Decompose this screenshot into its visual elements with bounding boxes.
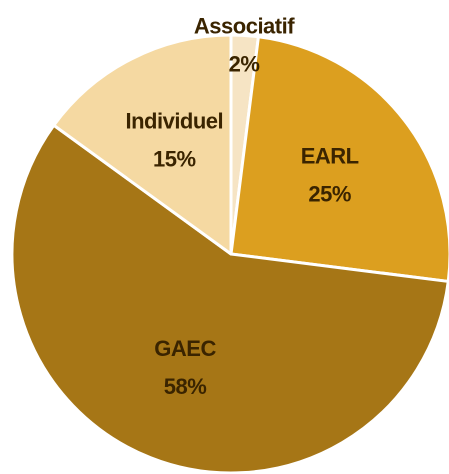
slice-label: GAEC (154, 336, 216, 361)
slice-value-label: 2% (229, 51, 260, 76)
pie-slice (229, 35, 449, 283)
slice-label: Associatif (194, 13, 295, 38)
slice-value-label: 25% (308, 181, 351, 206)
pie-slice (10, 123, 449, 474)
pie-slice (52, 33, 233, 256)
slice-label: EARL (301, 143, 359, 168)
slice-value-label: 58% (164, 374, 207, 399)
slice-value-label: 15% (153, 147, 196, 172)
slice-label: Individuel (125, 109, 223, 134)
